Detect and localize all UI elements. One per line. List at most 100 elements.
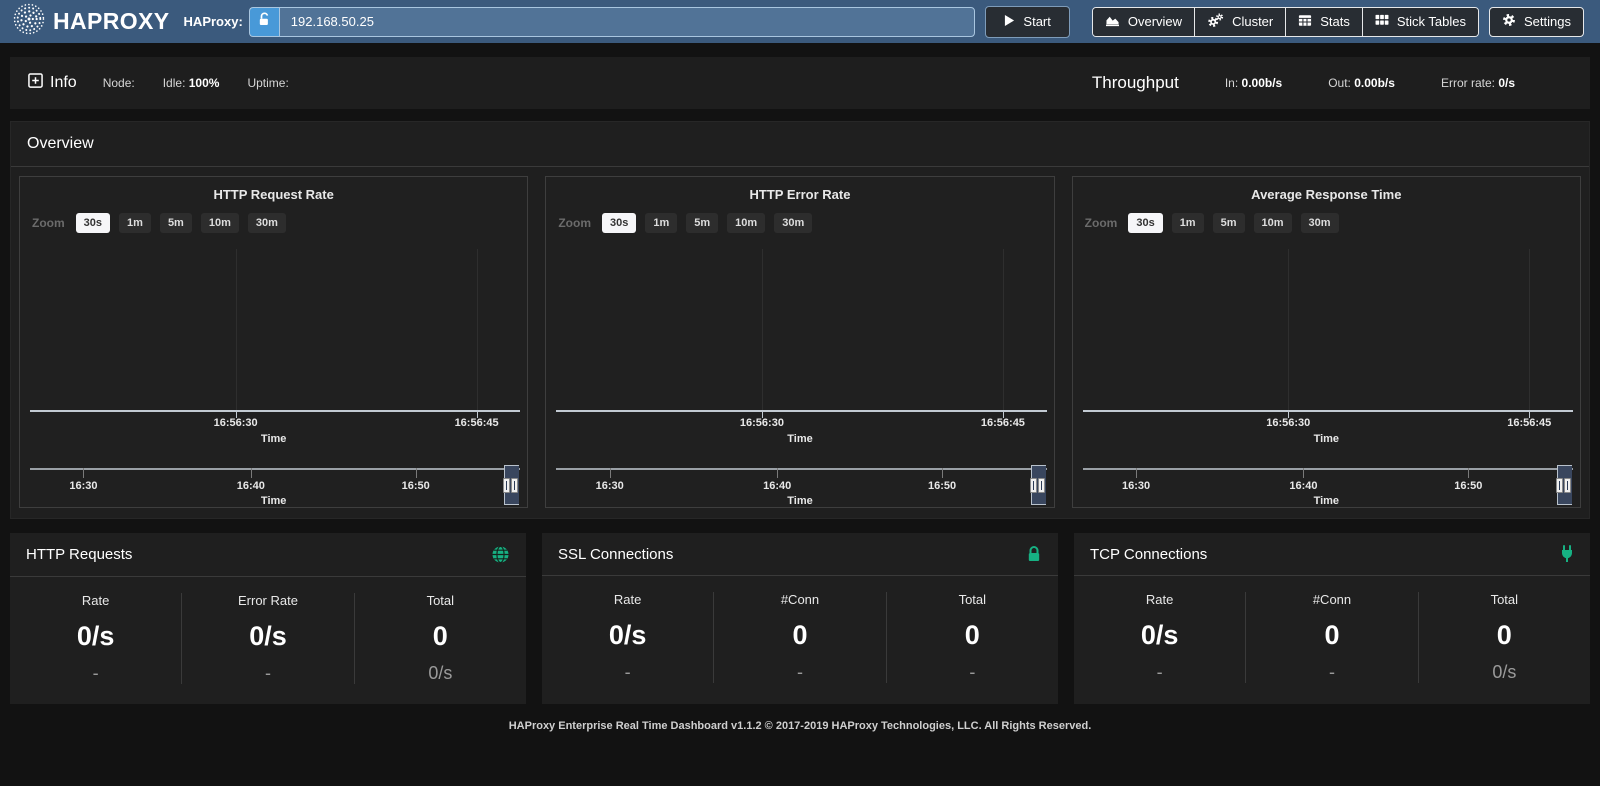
stat-value: 0: [1419, 620, 1590, 651]
chart-title: HTTP Request Rate: [20, 187, 527, 202]
zoom-30m-button[interactable]: 30m: [774, 213, 812, 233]
error-rate-value: 0/s: [1498, 76, 1515, 90]
navigator-tick: [1136, 468, 1137, 478]
navigator-tick: [1303, 468, 1304, 478]
navigator-tick: [251, 468, 252, 478]
start-button[interactable]: Start: [985, 6, 1069, 38]
navigator-handle-right[interactable]: [511, 478, 518, 493]
charts-row: HTTP Request Rate Zoom 30s 1m 5m 10m 30m…: [11, 167, 1589, 518]
cluster-button[interactable]: Cluster: [1195, 8, 1286, 36]
th-grid-icon: [1375, 14, 1389, 29]
overview-button-label: Overview: [1128, 14, 1182, 29]
stick-tables-button[interactable]: Stick Tables: [1363, 8, 1478, 36]
navigator-axis-title: Time: [1073, 495, 1580, 507]
zoom-30s-button[interactable]: 30s: [76, 213, 110, 233]
zoom-30s-button[interactable]: 30s: [1128, 213, 1162, 233]
haproxy-address-input[interactable]: [279, 7, 976, 37]
x-tick-label: 16:56:30: [722, 417, 802, 429]
stat-column-rate: Rate 0/s -: [542, 592, 713, 683]
navigator-axis-title: Time: [20, 495, 527, 507]
navigator-axis: [556, 468, 1046, 470]
navigator-tick-label: 16:30: [53, 480, 113, 492]
card-header: SSL Connections: [542, 533, 1058, 576]
info-section-toggle[interactable]: Info: [28, 73, 77, 93]
navigator-handle-left[interactable]: [1030, 478, 1037, 493]
navigator-tick: [942, 468, 943, 478]
x-tick-label: 16:56:30: [196, 417, 276, 429]
error-rate-stat: Error rate: 0/s: [1441, 76, 1515, 90]
zoom-30s-button[interactable]: 30s: [602, 213, 636, 233]
info-label: Info: [50, 74, 77, 92]
navigator-handle-right[interactable]: [1564, 478, 1571, 493]
play-icon: [1004, 14, 1015, 30]
throughput-group: Throughput In: 0.00b/s Out: 0.00b/s Erro…: [1092, 73, 1515, 93]
x-tick-label: 16:56:45: [963, 417, 1043, 429]
zoom-10m-button[interactable]: 10m: [1254, 213, 1292, 233]
zoom-label: Zoom: [32, 216, 65, 230]
zoom-1m-button[interactable]: 1m: [645, 213, 677, 233]
globe-icon: [491, 545, 510, 564]
idle-stat: Idle: 100%: [163, 76, 220, 90]
stat-label: Total: [887, 592, 1058, 607]
stat-label: #Conn: [1246, 592, 1417, 607]
settings-button[interactable]: Settings: [1489, 7, 1584, 37]
chart-panel-http-request-rate: HTTP Request Rate Zoom 30s 1m 5m 10m 30m…: [19, 176, 528, 508]
zoom-5m-button[interactable]: 5m: [160, 213, 192, 233]
stat-sub-value: 0/s: [355, 663, 526, 684]
card-title: TCP Connections: [1090, 546, 1207, 563]
card-title: HTTP Requests: [26, 546, 132, 563]
brand-name: HAPROXY: [53, 8, 170, 35]
zoom-5m-button[interactable]: 5m: [1213, 213, 1245, 233]
stat-column-conn: #Conn 0 -: [713, 592, 885, 683]
chart-area-icon: [1105, 14, 1120, 30]
top-navbar: HAPROXY HAProxy: Start Ov: [0, 0, 1600, 43]
navigator-tick-label: 16:40: [221, 480, 281, 492]
overview-button[interactable]: Overview: [1093, 8, 1195, 36]
navigator-handle-left[interactable]: [1556, 478, 1563, 493]
haproxy-address-label: HAProxy:: [184, 14, 243, 29]
x-tick-label: 16:56:45: [437, 417, 517, 429]
zoom-10m-button[interactable]: 10m: [727, 213, 765, 233]
table-icon: [1298, 14, 1312, 30]
node-stat: Node:: [103, 76, 135, 90]
card-body: Rate 0/s - Error Rate 0/s - Total 0 0/s: [10, 577, 526, 704]
stat-value: 0/s: [182, 621, 353, 652]
navigator-tick: [1468, 468, 1469, 478]
stat-label: Rate: [542, 592, 713, 607]
x-axis: [556, 410, 1046, 412]
stats-button[interactable]: Stats: [1286, 8, 1363, 36]
throughput-out-stat: Out: 0.00b/s: [1328, 76, 1395, 90]
zoom-control: Zoom 30s 1m 5m 10m 30m: [558, 213, 812, 233]
stat-sub-value: -: [1246, 662, 1417, 683]
navigator-handle-right[interactable]: [1038, 478, 1045, 493]
stat-sub-value: 0/s: [1419, 662, 1590, 683]
card-tcp-connections: TCP Connections Rate 0/s - #Conn: [1074, 533, 1590, 704]
stat-value: 0: [714, 620, 885, 651]
cogs-icon: [1207, 13, 1224, 31]
throughput-in-value: 0.00b/s: [1242, 76, 1283, 90]
page-content: Info Node: Idle: 100% Uptime: Throughput…: [0, 57, 1600, 732]
stat-value: 0: [887, 620, 1058, 651]
info-bar: Info Node: Idle: 100% Uptime: Throughput…: [10, 57, 1590, 109]
zoom-1m-button[interactable]: 1m: [119, 213, 151, 233]
navigator-tick: [610, 468, 611, 478]
zoom-10m-button[interactable]: 10m: [201, 213, 239, 233]
zoom-5m-button[interactable]: 5m: [686, 213, 718, 233]
stat-value: 0: [355, 621, 526, 652]
stat-column-error-rate: Error Rate 0/s -: [181, 593, 353, 684]
brand-logo: HAPROXY: [12, 2, 170, 41]
zoom-1m-button[interactable]: 1m: [1172, 213, 1204, 233]
zoom-30m-button[interactable]: 30m: [248, 213, 286, 233]
gridline: [1529, 249, 1530, 410]
gridline: [477, 249, 478, 410]
stat-column-rate: Rate 0/s -: [1074, 592, 1245, 683]
zoom-control: Zoom 30s 1m 5m 10m 30m: [32, 213, 286, 233]
navigator-tick-label: 16:40: [747, 480, 807, 492]
zoom-30m-button[interactable]: 30m: [1301, 213, 1339, 233]
navigator-tick-label: 16:30: [1106, 480, 1166, 492]
navigator-axis-title: Time: [546, 495, 1053, 507]
navigator-handle-left[interactable]: [503, 478, 510, 493]
stat-label: Total: [1419, 592, 1590, 607]
idle-value: 100%: [189, 76, 220, 90]
lock-open-button[interactable]: [249, 7, 279, 37]
